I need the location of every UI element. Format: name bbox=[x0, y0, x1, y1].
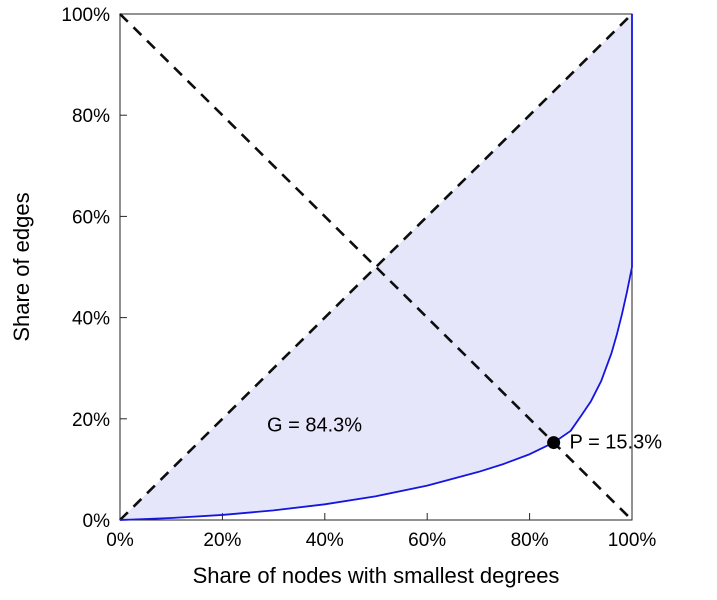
x-tick-label: 60% bbox=[408, 530, 446, 551]
y-tick-label: 40% bbox=[72, 309, 110, 330]
y-tick-label: 20% bbox=[72, 410, 110, 431]
y-tick-label: 0% bbox=[83, 511, 111, 532]
pareto-point bbox=[547, 436, 561, 450]
x-tick-label: 20% bbox=[203, 530, 241, 551]
x-tick-label: 40% bbox=[306, 530, 344, 551]
x-tick-label: 100% bbox=[608, 530, 657, 551]
equality-line bbox=[119, 13, 633, 521]
y-tick-label: 60% bbox=[72, 207, 110, 228]
y-axis-label: Share of edges bbox=[9, 192, 34, 342]
x-axis-label: Share of nodes with smallest degrees bbox=[192, 563, 560, 588]
y-tick-label: 80% bbox=[72, 106, 110, 127]
pareto-label: P = 15.3% bbox=[570, 432, 663, 454]
anti-diagonal-line bbox=[119, 13, 633, 521]
x-tick-label: 0% bbox=[106, 530, 134, 551]
gini-label: G = 84.3% bbox=[267, 414, 362, 436]
x-tick-label: 80% bbox=[511, 530, 549, 551]
y-tick-label: 100% bbox=[61, 5, 110, 26]
lorenz-curve bbox=[119, 14, 633, 521]
